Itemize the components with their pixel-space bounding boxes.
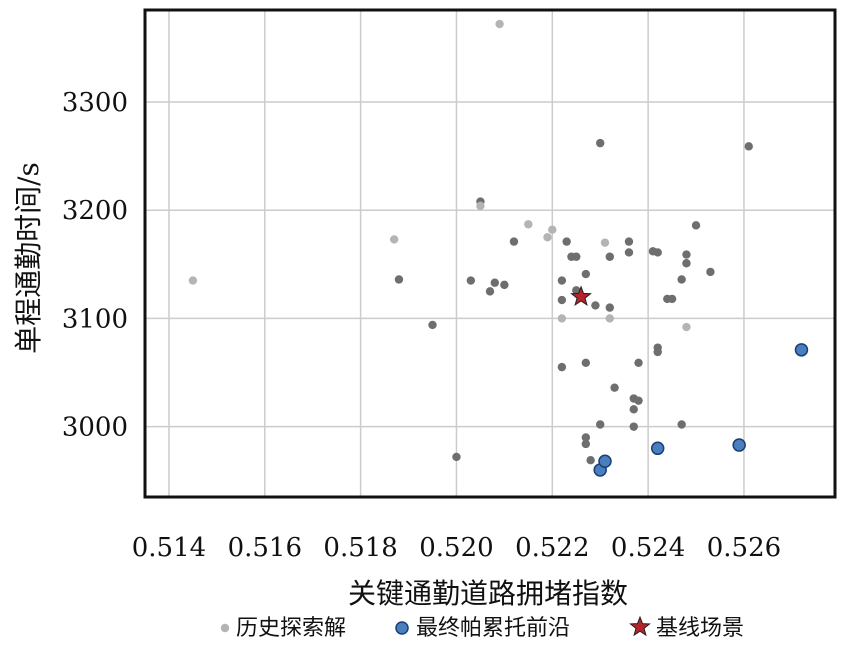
x-tick-label: 0.518 <box>323 533 397 563</box>
history-point <box>624 237 634 246</box>
history-point <box>596 138 605 148</box>
pareto-point <box>732 438 746 452</box>
history-point <box>634 358 643 368</box>
y-tick-labels: 3000 3100 3200 3300 <box>62 88 128 443</box>
history-point <box>557 314 567 323</box>
y-tick-label: 3300 <box>62 88 128 118</box>
x-tick-label: 0.514 <box>132 533 206 563</box>
history-point <box>744 142 753 151</box>
history-point <box>605 314 614 323</box>
history-point <box>581 433 591 442</box>
history-point <box>562 237 571 246</box>
history-point <box>476 201 485 211</box>
history-point <box>682 259 691 268</box>
legend-history-label: 历史探索解 <box>236 616 346 641</box>
legend: 历史探索解 最终帕累托前沿 基线场景 <box>220 615 744 641</box>
history-point <box>610 383 619 392</box>
history-point <box>543 233 552 242</box>
history-point <box>572 286 581 295</box>
history-point <box>581 358 591 368</box>
grid-lines <box>145 10 835 497</box>
history-point <box>706 267 715 277</box>
legend-pareto-label: 最终帕累托前沿 <box>416 616 570 641</box>
pareto-point <box>794 343 809 357</box>
pareto-point <box>598 454 612 469</box>
history-point <box>581 269 591 279</box>
history-point <box>677 275 686 284</box>
history-point <box>466 276 476 285</box>
x-tick-labels: 0.514 0.516 0.518 0.520 0.522 0.524 0.526 <box>132 533 781 563</box>
history-point <box>500 280 509 290</box>
x-axis-label: 关键通勤道路拥堵指数 <box>348 577 628 610</box>
history-point <box>188 276 198 285</box>
history-point <box>624 248 634 257</box>
history-point <box>586 456 595 465</box>
history-point <box>524 220 533 229</box>
legend-pareto-marker <box>395 621 409 635</box>
y-tick-label: 3100 <box>62 304 128 334</box>
history-point <box>452 452 461 462</box>
plot-frame <box>143 8 837 499</box>
history-point <box>591 301 600 310</box>
history-point <box>653 347 662 357</box>
history-point <box>490 278 499 287</box>
history-point <box>557 362 567 372</box>
x-tick-label: 0.522 <box>515 533 589 563</box>
history-point <box>682 322 691 332</box>
pareto-point <box>650 441 665 456</box>
history-point <box>557 276 567 285</box>
history-point <box>605 252 614 261</box>
data-points <box>188 19 809 477</box>
history-point <box>682 250 691 259</box>
history-point <box>600 238 610 247</box>
history-point <box>394 275 404 284</box>
history-point <box>596 420 605 429</box>
legend-history-marker <box>220 623 230 633</box>
baseline-point <box>570 285 592 307</box>
history-point <box>572 252 581 261</box>
history-point <box>495 19 504 29</box>
history-point <box>634 396 643 405</box>
history-point <box>389 235 399 244</box>
x-tick-label: 0.520 <box>419 533 493 563</box>
history-point <box>509 237 519 246</box>
history-point <box>653 248 662 257</box>
x-tick-label: 0.526 <box>707 533 781 563</box>
history-point <box>667 294 677 304</box>
history-point <box>485 287 495 296</box>
history-point <box>629 422 638 431</box>
history-point <box>557 295 567 305</box>
legend-baseline-label: 基线场景 <box>656 616 744 641</box>
history-point <box>691 221 701 230</box>
x-tick-label: 0.516 <box>228 533 302 563</box>
legend-baseline-marker <box>629 615 651 637</box>
history-point <box>629 405 638 414</box>
y-axis-label: 单程通勤时间/s <box>12 162 45 354</box>
history-point <box>581 439 591 449</box>
history-point <box>428 320 437 330</box>
history-point <box>548 225 557 234</box>
x-tick-label: 0.524 <box>611 533 685 563</box>
y-tick-label: 3000 <box>62 413 128 443</box>
y-tick-label: 3200 <box>62 196 128 226</box>
history-point <box>677 420 686 429</box>
history-point <box>605 303 614 312</box>
